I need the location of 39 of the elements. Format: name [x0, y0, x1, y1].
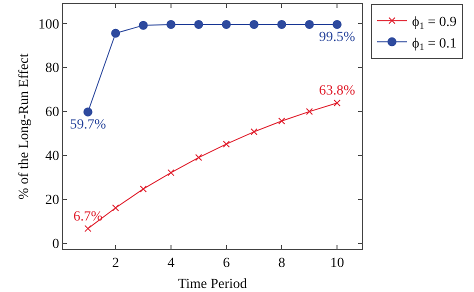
point [332, 20, 342, 29]
data-label: 59.7% [70, 117, 106, 132]
point [306, 108, 313, 116]
point [84, 225, 92, 232]
y-tick-label: 40 [45, 149, 60, 164]
point [194, 20, 204, 29]
point [304, 20, 314, 29]
x-tick-label: 6 [222, 256, 230, 271]
y-tick-label: 0 [52, 237, 60, 252]
y-tick-label: 20 [45, 193, 60, 208]
point [166, 20, 176, 29]
x-tick-label: 4 [167, 256, 174, 271]
point [140, 185, 147, 192]
point [167, 169, 174, 176]
point [83, 107, 92, 116]
point [111, 28, 120, 38]
point [250, 128, 258, 136]
point [278, 118, 286, 124]
legend-label: ϕ$_{1}$ = 0.9 [412, 15, 457, 32]
point [277, 20, 286, 29]
point [334, 99, 341, 106]
point [250, 20, 259, 29]
data-label: 6.7% [73, 209, 103, 224]
x-tick-label: 2 [112, 256, 120, 271]
y-tick-label: 100 [38, 17, 60, 32]
point [222, 20, 231, 29]
y-axis-title: % of the Long-Run Effect [16, 53, 32, 200]
y-tick-label: 60 [45, 105, 60, 120]
x-axis-title: Time Period [178, 277, 248, 292]
y-tick-label: 80 [45, 61, 60, 76]
point [112, 204, 120, 212]
x-tick-label: 8 [278, 256, 286, 271]
point [195, 154, 202, 162]
data-label: 63.8% [318, 84, 356, 99]
x-tick-label: 10 [330, 256, 344, 271]
data-label: 99.5% [318, 30, 356, 45]
legend-label: ϕ$_{1}$ = 0.1 [412, 36, 457, 54]
point [138, 20, 148, 30]
point [222, 140, 230, 148]
